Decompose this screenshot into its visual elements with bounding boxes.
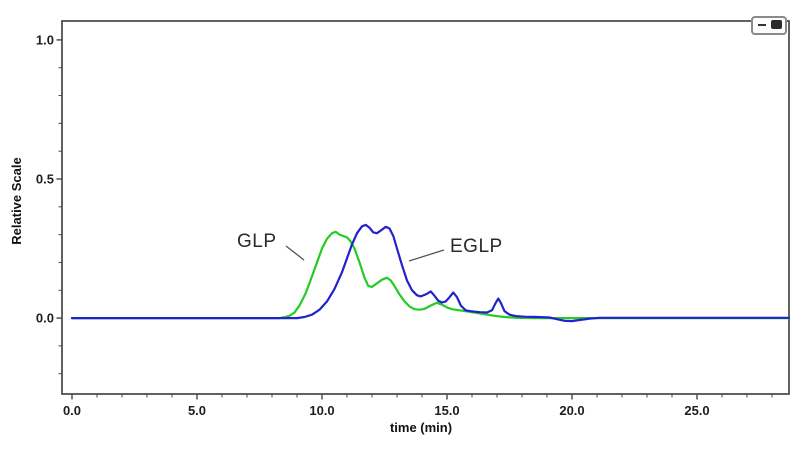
x-tick-label: 20.0 [559, 403, 584, 418]
y-tick-label: 1.0 [36, 32, 54, 47]
x-tick-label: 10.0 [309, 403, 334, 418]
series-EGLP [70, 223, 791, 323]
window-blob-icon [771, 20, 782, 29]
plot-border [61, 20, 790, 395]
y-tick-label: 0.5 [36, 171, 54, 186]
y-tick-label: 0.0 [36, 311, 54, 326]
minimize-dash-icon [758, 24, 766, 26]
eglp-label: EGLP [450, 236, 503, 257]
x-tick-label: 25.0 [684, 403, 709, 418]
x-tick-label: 0.0 [63, 403, 81, 418]
series-GLP [70, 230, 791, 320]
eglp-pointer-line [408, 249, 445, 262]
annotations: GLP EGLP [237, 231, 503, 262]
axis-ticks: 0.0 5.0 10.0 15.0 20.0 25.0 0.0 0.5 1.0 [36, 32, 773, 418]
plot-window-control-icon[interactable] [751, 16, 787, 35]
glp-label: GLP [237, 231, 277, 252]
x-tick-label: 5.0 [188, 403, 206, 418]
x-tick-label: 15.0 [434, 403, 459, 418]
series-lines [70, 223, 791, 323]
glp-pointer-line [285, 245, 305, 261]
x-axis-title: time (min) [390, 420, 452, 435]
y-axis-title: Relative Scale [9, 157, 24, 244]
